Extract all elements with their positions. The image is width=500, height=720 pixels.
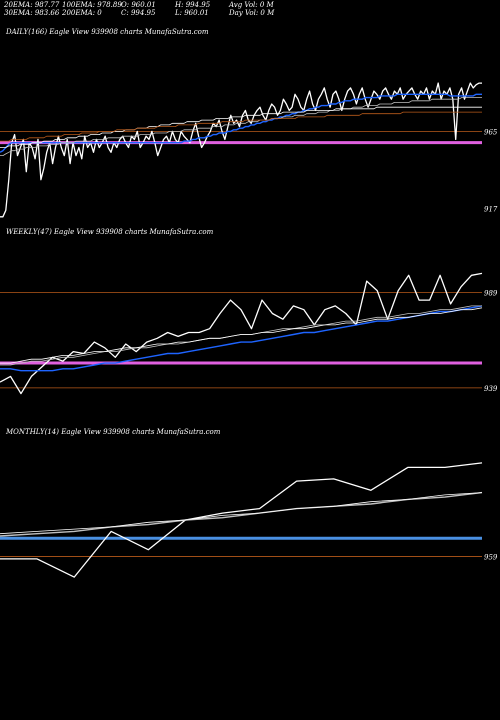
low-readout: L: 960.01 xyxy=(175,9,209,17)
daily-y-tick-0: 965 xyxy=(484,128,498,136)
monthly-panel-label: MONTHLY(14) Eagle View 939908 charts Mun… xyxy=(6,428,221,436)
daily-series-ema-30 xyxy=(0,97,482,157)
monthly-series-price xyxy=(0,462,483,578)
daily-chart: 965 917 xyxy=(0,82,498,218)
header-col-open-close: O: 960.01 C: 994.95 xyxy=(121,1,156,17)
monthly-series-ema-30 xyxy=(0,492,483,535)
day-volume-readout: Day Vol: 0 M xyxy=(229,9,275,17)
monthly-chart: 959 xyxy=(0,462,498,578)
daily-series-ema-20 xyxy=(0,93,482,153)
header-col-volume: Avg Vol: 0 M Day Vol: 0 M xyxy=(229,1,274,17)
header-col-ema-long: 100EMA: 978.89 200EMA: 0 xyxy=(62,1,122,17)
daily-panel-label: DAILY(166) Eagle View 939908 charts Muna… xyxy=(6,28,209,36)
weekly-y-tick-0: 989 xyxy=(484,290,498,298)
ema100-readout: 100EMA: 978.89 xyxy=(62,1,122,9)
ema30-readout: 30EMA: 983.66 xyxy=(4,9,60,17)
weekly-panel-label: WEEKLY(47) Eagle View 939908 charts Muna… xyxy=(6,228,214,236)
daily-series-price xyxy=(0,82,482,218)
weekly-series-ema-20 xyxy=(0,305,483,372)
weekly-series-ema-30 xyxy=(0,305,482,366)
weekly-series-ema-100 xyxy=(0,307,483,364)
header-col-high-low: H: 994.95 L: 960.01 xyxy=(175,1,210,17)
daily-series-ema-200 xyxy=(0,111,482,142)
open-readout: O: 960.01 xyxy=(121,1,156,9)
daily-series-ema-100 xyxy=(0,106,482,148)
weekly-y-tick-1: 939 xyxy=(484,385,498,393)
header-col-ema-short: 20EMA: 987.77 30EMA: 983.66 xyxy=(4,1,59,17)
monthly-y-tick-0: 959 xyxy=(484,554,498,562)
avg-volume-readout: Avg Vol: 0 M xyxy=(229,1,274,9)
ema200-readout: 200EMA: 0 xyxy=(62,9,102,17)
weekly-chart: 989 939 xyxy=(0,272,498,395)
weekly-series-price xyxy=(0,272,483,395)
high-readout: H: 994.95 xyxy=(175,1,211,9)
ema20-readout: 20EMA: 987.77 xyxy=(4,1,60,9)
close-readout: C: 994.95 xyxy=(121,9,156,17)
daily-y-tick-1: 917 xyxy=(484,206,498,214)
